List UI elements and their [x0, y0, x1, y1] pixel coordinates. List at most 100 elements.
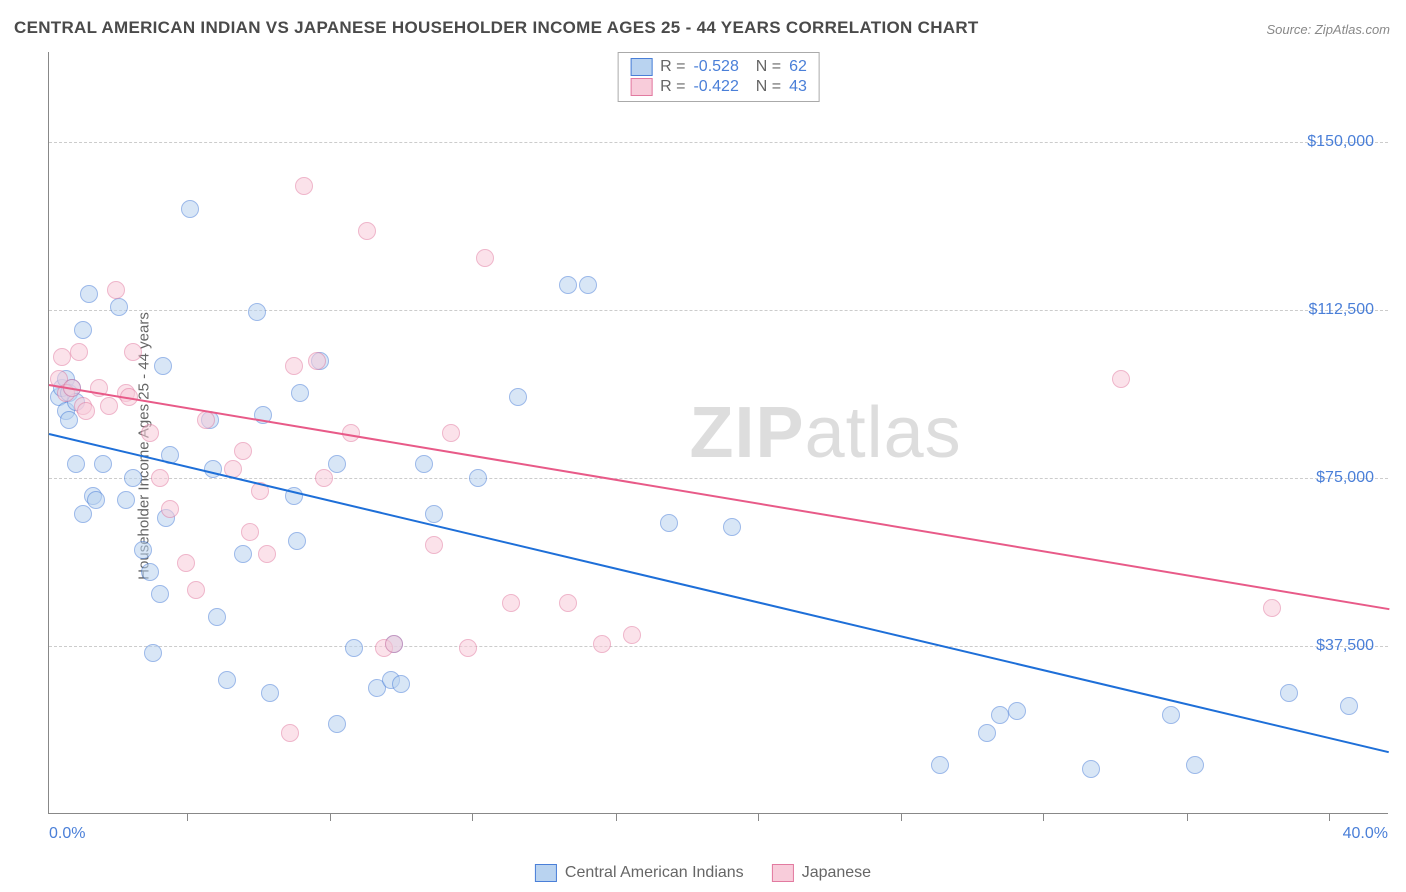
data-point: [151, 469, 169, 487]
data-point: [285, 357, 303, 375]
legend-n-label: N =: [747, 78, 781, 96]
data-point: [385, 635, 403, 653]
legend-item: Central American Indians: [535, 864, 744, 882]
trendline: [49, 433, 1389, 753]
legend-r-value: -0.422: [693, 78, 738, 96]
data-point: [124, 469, 142, 487]
data-point: [442, 424, 460, 442]
legend-r-label: R =: [660, 78, 685, 96]
data-point: [1280, 684, 1298, 702]
data-point: [559, 594, 577, 612]
data-point: [1008, 702, 1026, 720]
data-point: [425, 536, 443, 554]
legend-row: R = -0.528 N = 62: [630, 57, 807, 77]
legend-r-label: R =: [660, 58, 685, 76]
legend-swatch: [630, 78, 652, 96]
data-point: [579, 276, 597, 294]
data-point: [208, 608, 226, 626]
x-tick: [330, 813, 331, 821]
trendline: [49, 384, 1389, 610]
data-point: [476, 249, 494, 267]
data-point: [100, 397, 118, 415]
data-point: [181, 200, 199, 218]
data-point: [978, 724, 996, 742]
x-tick: [901, 813, 902, 821]
legend-item: Japanese: [772, 864, 871, 882]
data-point: [358, 222, 376, 240]
data-point: [74, 505, 92, 523]
x-tick: [616, 813, 617, 821]
data-point: [241, 523, 259, 541]
data-point: [141, 563, 159, 581]
x-min-label: 0.0%: [49, 825, 85, 843]
data-point: [151, 585, 169, 603]
data-point: [1186, 756, 1204, 774]
x-tick: [472, 813, 473, 821]
legend-swatch: [772, 864, 794, 882]
data-point: [234, 442, 252, 460]
data-point: [1162, 706, 1180, 724]
gridline: [49, 142, 1388, 143]
data-point: [261, 684, 279, 702]
data-point: [67, 455, 85, 473]
source-attribution: Source: ZipAtlas.com: [1266, 22, 1390, 37]
data-point: [991, 706, 1009, 724]
y-tick-label: $37,500: [1316, 637, 1374, 655]
legend-label: Japanese: [802, 864, 871, 882]
data-point: [425, 505, 443, 523]
data-point: [187, 581, 205, 599]
data-point: [502, 594, 520, 612]
plot-area: ZIPatlas R = -0.528 N = 62R = -0.422 N =…: [48, 52, 1388, 814]
data-point: [87, 491, 105, 509]
gridline: [49, 646, 1388, 647]
data-point: [234, 545, 252, 563]
data-point: [94, 455, 112, 473]
data-point: [70, 343, 88, 361]
chart-title: CENTRAL AMERICAN INDIAN VS JAPANESE HOUS…: [14, 18, 979, 38]
legend-swatch: [535, 864, 557, 882]
data-point: [117, 491, 135, 509]
series-legend: Central American Indians Japanese: [535, 864, 871, 882]
data-point: [415, 455, 433, 473]
watermark: ZIPatlas: [690, 392, 962, 474]
data-point: [291, 384, 309, 402]
legend-row: R = -0.422 N = 43: [630, 77, 807, 97]
data-point: [218, 671, 236, 689]
legend-n-label: N =: [747, 58, 781, 76]
data-point: [1340, 697, 1358, 715]
data-point: [392, 675, 410, 693]
data-point: [77, 402, 95, 420]
x-tick: [758, 813, 759, 821]
data-point: [559, 276, 577, 294]
chart-container: CENTRAL AMERICAN INDIAN VS JAPANESE HOUS…: [0, 0, 1406, 892]
correlation-legend: R = -0.528 N = 62R = -0.422 N = 43: [617, 52, 820, 102]
data-point: [161, 500, 179, 518]
data-point: [53, 348, 71, 366]
data-point: [177, 554, 195, 572]
x-tick: [187, 813, 188, 821]
legend-n-value: 43: [789, 78, 807, 96]
data-point: [308, 352, 326, 370]
data-point: [593, 635, 611, 653]
data-point: [124, 343, 142, 361]
data-point: [288, 532, 306, 550]
data-point: [315, 469, 333, 487]
data-point: [107, 281, 125, 299]
data-point: [134, 541, 152, 559]
data-point: [328, 455, 346, 473]
gridline: [49, 478, 1388, 479]
y-tick-label: $150,000: [1307, 133, 1374, 151]
data-point: [660, 514, 678, 532]
data-point: [931, 756, 949, 774]
legend-r-value: -0.528: [693, 58, 738, 76]
data-point: [1263, 599, 1281, 617]
data-point: [74, 321, 92, 339]
legend-swatch: [630, 58, 652, 76]
data-point: [281, 724, 299, 742]
data-point: [459, 639, 477, 657]
x-tick: [1043, 813, 1044, 821]
data-point: [328, 715, 346, 733]
data-point: [60, 411, 78, 429]
data-point: [1112, 370, 1130, 388]
x-tick: [1187, 813, 1188, 821]
